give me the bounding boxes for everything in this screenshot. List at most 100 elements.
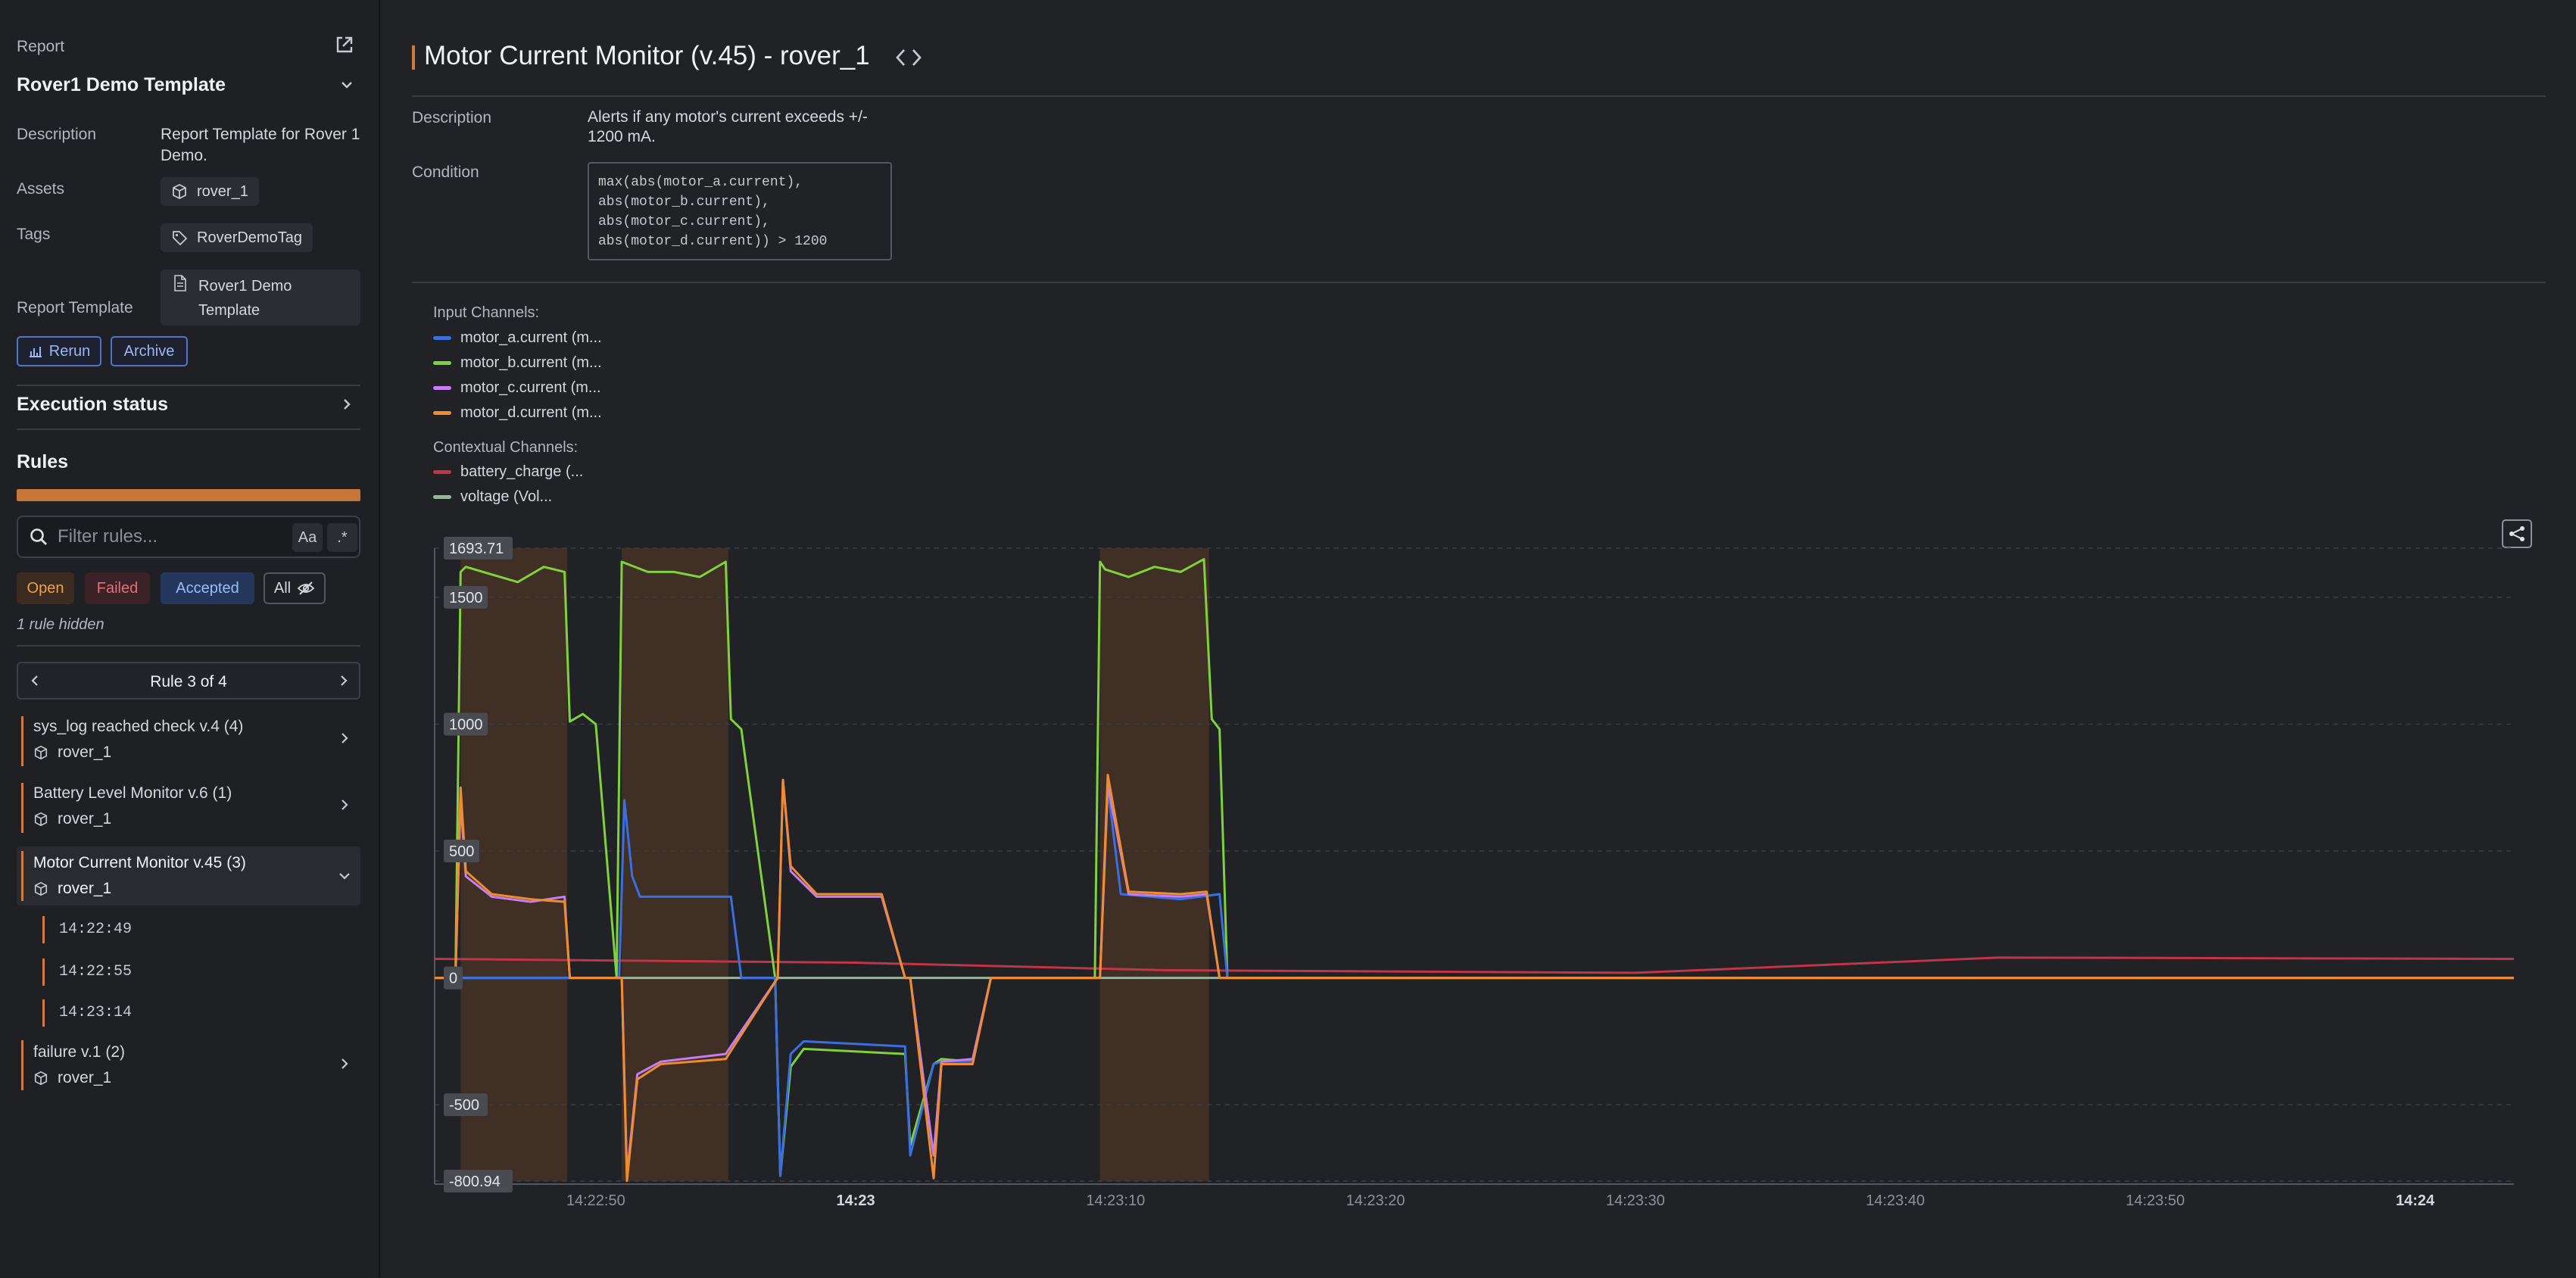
filter-all-label: All — [273, 579, 292, 597]
document-icon — [174, 275, 186, 291]
y-tick-label-bg — [444, 537, 513, 560]
y-tick-label-bg — [444, 966, 463, 990]
condition-label: Condition — [412, 164, 479, 181]
rule-title: Motor Current Monitor v.45 (3) — [33, 854, 246, 871]
report-template-value: Rover1 Demo Template — [198, 278, 292, 319]
rule-asset: rover_1 — [33, 1069, 111, 1087]
page-title: Motor Current Monitor (v.45) - rover_1 — [424, 41, 870, 70]
legend-label: battery_charge (... — [460, 463, 584, 480]
divider — [17, 385, 360, 386]
rule-status-bar — [21, 783, 23, 833]
execution-status-label[interactable]: Execution status — [17, 394, 169, 415]
y-tick-label: 500 — [449, 843, 474, 860]
legend-swatch — [433, 470, 451, 474]
motor-current-chart[interactable]: 1693.71 1500 1000 500 0 -500 -800.94 14:22:50 14… — [382, 0, 2576, 1278]
chevron-down-icon[interactable] — [338, 76, 356, 98]
filter-failed-pill[interactable]: Failed — [85, 572, 150, 604]
rule-status-bar — [21, 1040, 23, 1090]
rule-pager: Rule 3 of 4 — [17, 662, 360, 700]
legend-item-motor-d[interactable]: motor_d.current (m... — [433, 404, 602, 422]
legend-swatch — [433, 336, 451, 340]
x-tick-label: 14:23 — [836, 1192, 875, 1209]
x-tick-label: 14:23:40 — [1866, 1192, 1925, 1209]
cube-icon — [34, 881, 48, 896]
x-tick-label: 14:23:30 — [1606, 1192, 1665, 1209]
rule-pager-label: Rule 3 of 4 — [150, 673, 227, 690]
filter-open-pill[interactable]: Open — [17, 572, 74, 604]
rule-item-sys-log[interactable]: sys_log reached check v.4 (4) rover_1 — [17, 713, 360, 768]
divider — [412, 95, 2546, 97]
report-name: Rover1 Demo Template — [17, 74, 226, 95]
chevron-right-icon[interactable] — [336, 1054, 353, 1077]
rule-title: Battery Level Monitor v.6 (1) — [33, 784, 232, 802]
filter-accepted-pill[interactable]: Accepted — [161, 572, 254, 604]
filter-all-pill[interactable]: All — [264, 572, 326, 604]
contextual-channels-label: Contextual Channels: — [433, 439, 579, 456]
rule-status-bar — [21, 716, 23, 766]
condition-line: abs(motor_c.current), — [598, 214, 770, 229]
chevron-down-icon[interactable] — [336, 866, 353, 890]
y-tick-label: 0 — [449, 971, 457, 987]
legend-item-motor-a[interactable]: motor_a.current (m... — [433, 329, 602, 347]
filter-rules-field[interactable]: Aa .* — [17, 516, 360, 558]
report-template-chip[interactable]: Rover1 Demo Template — [161, 270, 360, 326]
series-line-motor-a-current — [435, 786, 2514, 1177]
open-external-icon[interactable] — [333, 33, 356, 56]
condition-code-box: max(abs(motor_a.current), abs(motor_b.cu… — [588, 162, 892, 260]
regex-toggle[interactable]: .* — [327, 523, 357, 552]
cube-icon — [34, 745, 48, 760]
archive-button[interactable]: Archive — [111, 336, 188, 366]
archive-label: Archive — [123, 342, 175, 360]
filter-rules-input[interactable] — [56, 525, 286, 548]
match-case-toggle[interactable]: Aa — [292, 523, 323, 552]
rule-title: sys_log reached check v.4 (4) — [33, 718, 244, 735]
alert-window-region — [460, 548, 568, 1181]
event-status-bar — [42, 958, 45, 986]
rerun-button[interactable]: Rerun — [17, 336, 101, 366]
tag-chip[interactable]: RoverDemoTag — [161, 223, 313, 252]
rule-item-battery-level[interactable]: Battery Level Monitor v.6 (1) rover_1 — [17, 780, 360, 834]
y-tick-label-bg — [444, 1170, 513, 1192]
event-time: 14:23:14 — [59, 1004, 133, 1021]
y-tick-label: -800.94 — [449, 1174, 501, 1190]
cube-icon — [34, 812, 48, 827]
code-icon[interactable] — [893, 44, 924, 75]
event-time: 14:22:49 — [59, 921, 133, 938]
legend-item-motor-c[interactable]: motor_c.current (m... — [433, 379, 601, 397]
chevron-right-icon[interactable] — [336, 728, 353, 752]
report-template-label: Report Template — [17, 299, 133, 316]
x-tick-label: 14:23:20 — [1346, 1192, 1405, 1209]
divider — [17, 645, 360, 647]
tags-label: Tags — [17, 226, 51, 243]
rule-item-motor-current[interactable]: Motor Current Monitor v.45 (3) rover_1 — [17, 846, 360, 906]
legend-label: motor_b.current (m... — [460, 354, 602, 371]
chevron-right-icon[interactable] — [338, 395, 356, 417]
series-line-motor-b-current — [435, 558, 2514, 1177]
legend-label: motor_d.current (m... — [460, 404, 602, 421]
x-tick-label: 14:22:50 — [566, 1192, 625, 1209]
y-tick-label-bg — [444, 712, 488, 736]
next-rule-icon[interactable] — [335, 672, 351, 693]
legend-item-voltage[interactable]: voltage (Vol... — [433, 488, 552, 506]
asset-chip-label: rover_1 — [197, 182, 248, 200]
rule-item-failure[interactable]: failure v.1 (2) rover_1 — [17, 1037, 360, 1092]
chevron-right-icon[interactable] — [336, 795, 353, 818]
description-value: Report Template for Rover 1 Demo. — [161, 126, 360, 164]
rule-status-bar — [21, 851, 23, 901]
condition-line: abs(motor_d.current)) > 1200 — [598, 234, 828, 249]
legend-item-battery-charge[interactable]: battery_charge (... — [433, 463, 583, 481]
x-tick-label: 14:24 — [2396, 1192, 2435, 1209]
assets-label: Assets — [17, 180, 65, 198]
rule-asset: rover_1 — [33, 810, 111, 828]
eye-off-icon — [297, 581, 315, 595]
series-line-motor-d-current — [435, 774, 2514, 1183]
asset-chip[interactable]: rover_1 — [161, 177, 259, 206]
input-channels-label: Input Channels: — [433, 304, 540, 321]
sidebar: Report Rover1 Demo Template Description … — [0, 0, 380, 1278]
legend-item-motor-b[interactable]: motor_b.current (m... — [433, 354, 602, 372]
share-chart-button[interactable] — [2502, 519, 2532, 548]
rule-asset-label: rover_1 — [58, 880, 112, 897]
previous-rule-icon[interactable] — [27, 672, 44, 693]
legend-swatch — [433, 411, 451, 415]
condition-line: max(abs(motor_a.current), — [598, 175, 803, 190]
